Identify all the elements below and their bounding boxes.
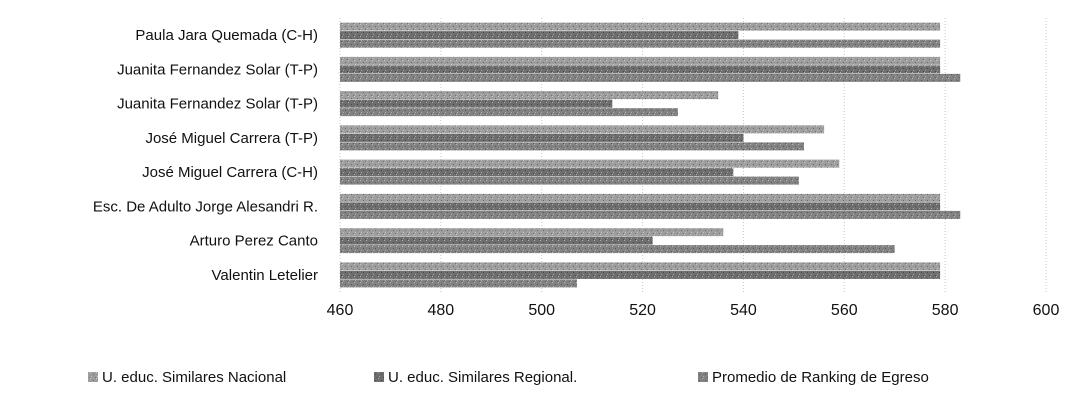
x-tick-label: 520 — [629, 302, 656, 319]
bar-texture — [340, 31, 739, 40]
bar-texture — [340, 279, 578, 288]
x-tick-label: 560 — [831, 302, 858, 319]
bar-texture — [340, 125, 825, 134]
bar-texture — [340, 236, 653, 245]
bar-texture — [340, 262, 941, 271]
bar-texture — [340, 22, 941, 31]
x-tick-label: 460 — [327, 302, 354, 319]
category-label: Valentin Letelier — [212, 267, 318, 284]
category-labels: Paula Jara Quemada (C-H) Juanita Fernande… — [93, 27, 318, 284]
x-tick-label: 540 — [730, 302, 757, 319]
bar-texture — [340, 270, 941, 279]
legend-swatch-texture — [698, 372, 708, 382]
category-label: Juanita Fernandez Solar (T-P) — [117, 61, 318, 78]
legend-swatch-texture — [88, 372, 98, 382]
legend: U. educ. Similares Nacional U. educ. Simi… — [88, 369, 929, 386]
bar-texture — [340, 168, 734, 177]
category-label: José Miguel Carrera (C-H) — [142, 164, 318, 181]
legend-label: U. educ. Similares Regional. — [388, 369, 577, 386]
bar-texture — [340, 56, 941, 65]
bar-texture — [340, 133, 744, 142]
category-label: Esc. De Adulto Jorge Alesandri R. — [93, 198, 318, 215]
category-label: José Miguel Carrera (T-P) — [145, 130, 318, 147]
bar-texture — [340, 65, 941, 74]
category-label: Paula Jara Quemada (C-H) — [135, 27, 318, 44]
legend-label: U. educ. Similares Nacional — [102, 369, 286, 386]
bar-texture — [340, 99, 613, 108]
bar-texture — [340, 91, 719, 100]
bars — [340, 22, 961, 288]
legend-label: Promedio de Ranking de Egreso — [712, 369, 929, 386]
category-label: Arturo Perez Canto — [190, 233, 318, 250]
bar-texture — [340, 159, 840, 168]
category-label: Juanita Fernandez Solar (T-P) — [117, 96, 318, 113]
x-tick-label: 480 — [428, 302, 455, 319]
bar-texture — [340, 202, 941, 211]
bar-texture — [340, 142, 804, 151]
bar-texture — [340, 176, 799, 185]
bar-texture — [340, 39, 941, 48]
x-tick-label: 600 — [1033, 302, 1060, 319]
legend-swatch-texture — [374, 372, 384, 382]
x-tick-labels: 460 480 500 520 540 560 580 600 — [327, 302, 1060, 319]
bar-texture — [340, 245, 895, 254]
bar-texture — [340, 228, 724, 237]
x-tick-label: 500 — [528, 302, 555, 319]
x-tick-label: 580 — [932, 302, 959, 319]
bar-texture — [340, 210, 961, 219]
bar-texture — [340, 193, 941, 202]
bar-texture — [340, 73, 961, 82]
bar-texture — [340, 108, 678, 117]
